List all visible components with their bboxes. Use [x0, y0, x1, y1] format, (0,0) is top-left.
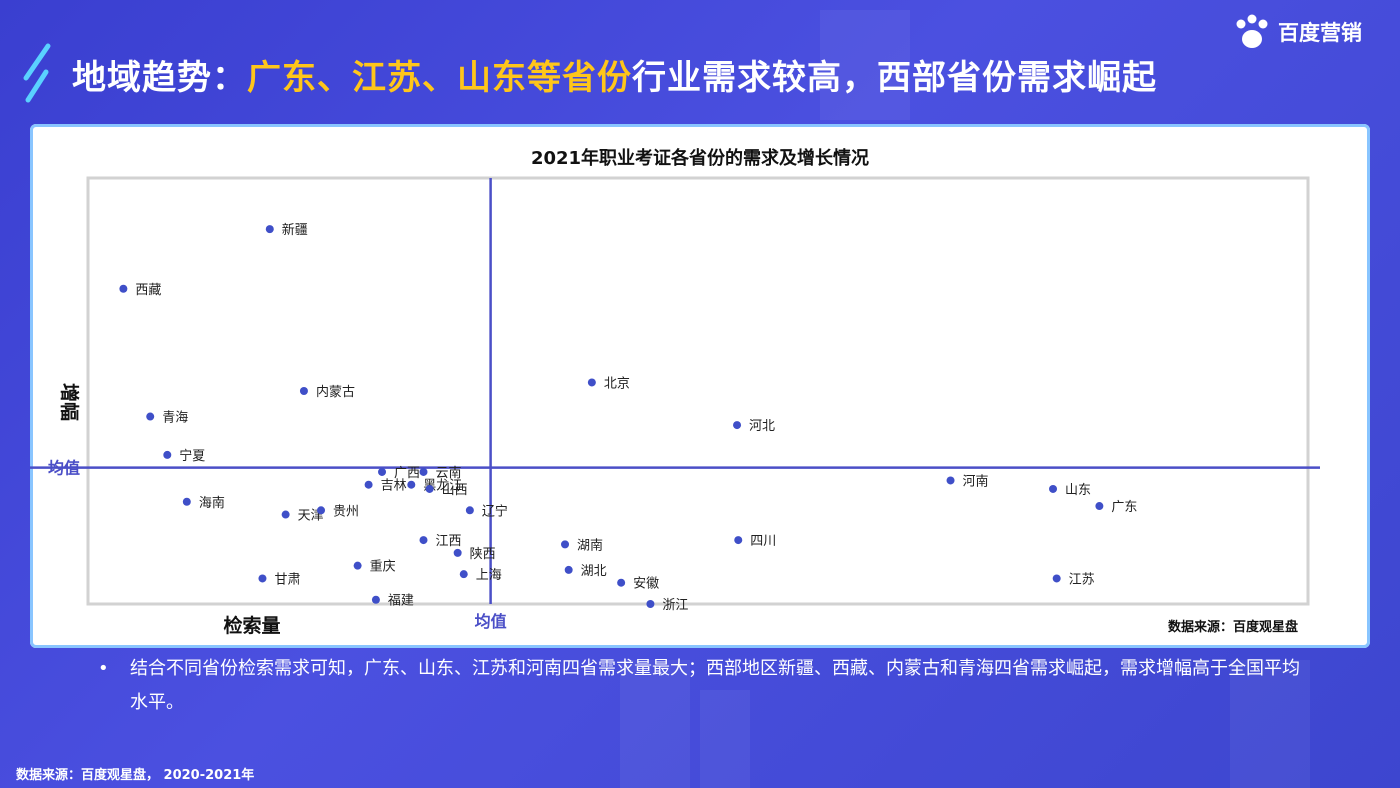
point-安徽 [617, 578, 626, 587]
point-辽宁 [465, 506, 474, 515]
background-decoration [1230, 660, 1310, 788]
baidu-logo: 百度营销 [1232, 12, 1362, 52]
point-label-广西: 广西 [394, 466, 420, 481]
point-河北 [733, 421, 742, 430]
y-axis-label: 增幅 [58, 383, 81, 421]
point-label-重庆: 重庆 [370, 559, 396, 575]
title-part-1: 广东、江苏、山东等省份 [247, 58, 632, 98]
point-label-新疆: 新疆 [282, 222, 308, 238]
point-北京 [587, 378, 596, 387]
point-福建 [371, 595, 380, 604]
title-part-2: 行业需求较高，西部省份需求崛起 [632, 58, 1157, 98]
baidu-paw-icon [1236, 14, 1268, 48]
point-河南 [946, 476, 955, 485]
background-decoration [820, 10, 910, 120]
background-decoration [620, 660, 690, 788]
point-label-贵州: 贵州 [333, 504, 359, 519]
point-新疆 [265, 225, 274, 234]
point-label-宁夏: 宁夏 [179, 448, 205, 464]
bullet-marker: • [98, 658, 109, 679]
point-label-上海: 上海 [476, 568, 502, 583]
point-陕西 [453, 548, 462, 557]
point-浙江 [646, 600, 655, 608]
point-广东 [1095, 502, 1104, 511]
point-label-西藏: 西藏 [135, 283, 161, 298]
point-label-吉林: 吉林 [381, 479, 407, 494]
page-title: 地域趋势：广东、江苏、山东等省份行业需求较高，西部省份需求崛起 [72, 50, 1157, 99]
bullet-text: 结合不同省份检索需求可知，广东、山东、江苏和河南四省需求量最大；西部地区新疆、西… [130, 658, 1300, 713]
background-decoration [700, 690, 750, 788]
point-label-四川: 四川 [750, 534, 776, 549]
title-slash-icon [23, 43, 51, 103]
point-吉林 [364, 480, 373, 489]
point-label-河南: 河南 [963, 473, 989, 489]
point-label-北京: 北京 [604, 376, 630, 391]
point-label-内蒙古: 内蒙古 [316, 384, 355, 400]
point-label-福建: 福建 [388, 594, 414, 609]
point-宁夏 [163, 450, 172, 459]
point-label-海南: 海南 [199, 495, 225, 511]
point-label-湖南: 湖南 [577, 537, 603, 553]
plot-frame [86, 176, 1310, 606]
point-湖北 [564, 565, 573, 574]
point-黑龙江 [407, 480, 416, 489]
title-part-0: 地域趋势： [72, 58, 247, 98]
point-label-天津: 天津 [298, 509, 324, 524]
chart-source: 数据来源：百度观星盘 [1168, 619, 1298, 635]
point-湖南 [561, 540, 570, 549]
point-label-安徽: 安徽 [633, 577, 659, 592]
point-重庆 [353, 561, 362, 570]
point-label-陕西: 陕西 [470, 547, 496, 562]
scatter-chart: 2021年职业考证各省份的需求及增长情况均值均值检索量增幅数据来源：百度观星盘新… [30, 147, 1320, 637]
logo-text: 百度营销 [1278, 21, 1362, 45]
point-label-湖北: 湖北 [581, 564, 607, 579]
point-江苏 [1052, 574, 1061, 583]
point-江西 [419, 536, 428, 545]
footer-source: 数据来源：百度观星盘， 2020-2021年 [16, 768, 255, 783]
point-内蒙古 [299, 387, 308, 395]
point-label-青海: 青海 [162, 411, 188, 426]
x-axis-label: 检索量 [223, 614, 280, 637]
x-mean-label: 均值 [475, 612, 507, 631]
point-上海 [459, 570, 468, 579]
point-label-甘肃: 甘肃 [274, 572, 300, 587]
point-label-山西: 山西 [442, 483, 468, 498]
point-西藏 [119, 284, 128, 293]
point-甘肃 [258, 574, 267, 583]
chart-title: 2021年职业考证各省份的需求及增长情况 [531, 147, 869, 169]
point-青海 [146, 412, 155, 421]
point-label-江西: 江西 [436, 534, 462, 549]
point-天津 [281, 510, 290, 519]
point-山东 [1049, 484, 1058, 493]
y-mean-label: 均值 [48, 459, 80, 478]
point-云南 [419, 467, 428, 476]
point-贵州 [317, 506, 326, 515]
chart-card: 2021年职业考证各省份的需求及增长情况 均值 均值 检索量 增幅 数据来源：百度观星盘新… [30, 124, 1370, 648]
point-label-山东: 山东 [1065, 483, 1091, 498]
point-海南 [182, 497, 191, 506]
point-广西 [378, 467, 387, 476]
point-label-江苏: 江苏 [1069, 571, 1095, 587]
point-山西 [425, 484, 434, 493]
point-label-云南: 云南 [436, 465, 462, 481]
point-label-河北: 河北 [749, 419, 775, 434]
point-四川 [734, 536, 743, 545]
point-label-广东: 广东 [1111, 500, 1137, 515]
point-label-浙江: 浙江 [662, 598, 688, 613]
point-label-辽宁: 辽宁 [482, 503, 508, 519]
